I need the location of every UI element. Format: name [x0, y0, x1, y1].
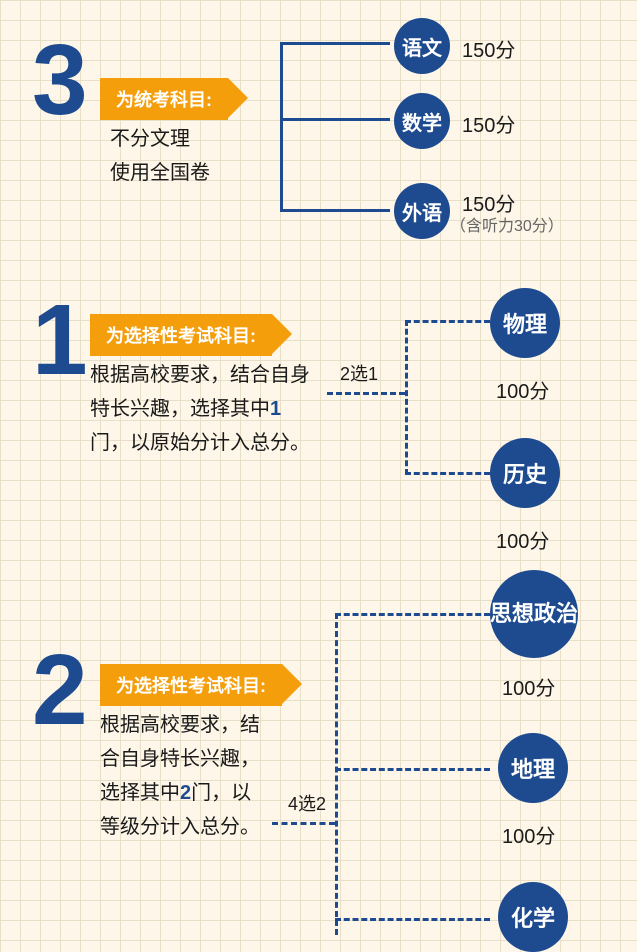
subject-sixiang: 思想政治	[490, 570, 578, 658]
big-number-3: 3	[32, 30, 88, 130]
desc-1-line2: 使用全国卷	[110, 162, 210, 184]
dash-vert-2	[405, 320, 408, 475]
desc-1: 不分文理 使用全国卷	[110, 122, 210, 190]
banner-3: 为选择性考试科目:	[100, 664, 282, 706]
big-number-2: 2	[32, 640, 88, 740]
subject-shuxue: 数学	[394, 93, 450, 149]
score-yuwen: 150分	[462, 34, 515, 63]
subject-lishi: 历史	[490, 438, 560, 508]
dash-mid-3	[272, 822, 335, 825]
subject-dili: 地理	[498, 733, 568, 803]
desc-3-bold: 2	[180, 782, 191, 804]
desc-3: 根据高校要求，结合自身特长兴趣，选择其中2门，以等级分计入总分。	[100, 708, 265, 844]
dash-line-3c	[335, 918, 490, 921]
dash-bot-2	[405, 472, 490, 475]
dash-vert-3	[335, 613, 338, 935]
desc-2: 根据高校要求，结合自身特长兴趣，选择其中1门，以原始分计入总分。	[90, 358, 320, 460]
bracket-vert	[280, 42, 283, 212]
bracket-h-bot	[280, 209, 390, 212]
dash-line-3b	[335, 768, 490, 771]
score-shuxue: 150分	[462, 109, 515, 138]
subject-yuwen: 语文	[394, 18, 450, 74]
desc-2-bold: 1	[270, 398, 281, 420]
subject-wuli: 物理	[490, 288, 560, 358]
desc-1-line1: 不分文理	[110, 128, 190, 150]
bracket-h-mid	[280, 118, 390, 121]
dash-mid-2	[327, 392, 405, 395]
score-sixiang: 100分	[502, 672, 555, 701]
big-number-1: 1	[32, 290, 88, 390]
note-waiyu: （含听力30分）	[450, 212, 564, 236]
dash-top-2	[405, 320, 490, 323]
score-lishi: 100分	[496, 525, 549, 554]
banner-2: 为选择性考试科目:	[90, 314, 272, 356]
subject-huaxue: 化学	[498, 882, 568, 952]
banner-1: 为统考科目:	[100, 78, 228, 120]
score-dili: 100分	[502, 820, 555, 849]
choose-4in2: 4选2	[288, 790, 326, 816]
subject-waiyu: 外语	[394, 183, 450, 239]
choose-2in1: 2选1	[340, 360, 378, 386]
dash-line-3a	[335, 613, 490, 616]
bracket-h-top	[280, 42, 390, 45]
score-wuli: 100分	[496, 375, 549, 404]
desc-2-suffix: 门，以原始分计入总分。	[90, 432, 310, 454]
